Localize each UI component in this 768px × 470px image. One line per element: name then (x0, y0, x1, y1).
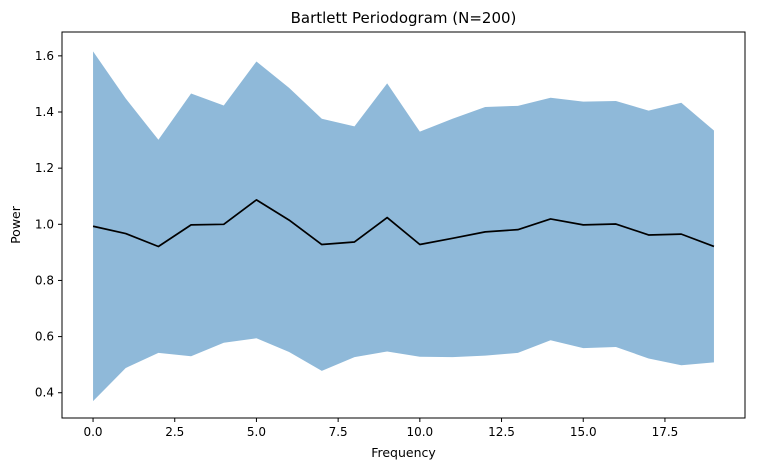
x-axis: 0.0 2.5 5.0 7.5 10.0 12.5 15.0 17.5 (83, 418, 678, 439)
x-tick-label: 15.0 (570, 425, 597, 439)
x-tick-label: 0.0 (83, 425, 102, 439)
chart-title: Bartlett Periodogram (N=200) (291, 9, 517, 27)
power-range-band (93, 51, 714, 402)
x-axis-label: Frequency (371, 445, 436, 460)
y-axis-label: Power (8, 205, 23, 244)
y-tick-label: 1.0 (35, 217, 54, 231)
y-tick-label: 1.2 (35, 161, 54, 175)
y-tick-label: 1.6 (35, 49, 54, 63)
mean-power-line (92, 199, 715, 248)
y-axis: 0.4 0.6 0.8 1.0 1.2 1.4 1.6 (35, 49, 62, 400)
x-tick-label: 7.5 (329, 425, 348, 439)
y-tick-label: 0.8 (35, 273, 54, 287)
x-tick-label: 17.5 (652, 425, 679, 439)
x-tick-label: 2.5 (165, 425, 184, 439)
x-tick-label: 10.0 (406, 425, 433, 439)
plot-area (92, 51, 715, 402)
y-tick-label: 0.6 (35, 330, 54, 344)
axes-frame (61, 31, 746, 419)
y-tick-label: 1.4 (35, 105, 54, 119)
x-tick-label: 12.5 (488, 425, 515, 439)
x-tick-label: 5.0 (247, 425, 266, 439)
y-tick-label: 0.4 (35, 386, 54, 400)
